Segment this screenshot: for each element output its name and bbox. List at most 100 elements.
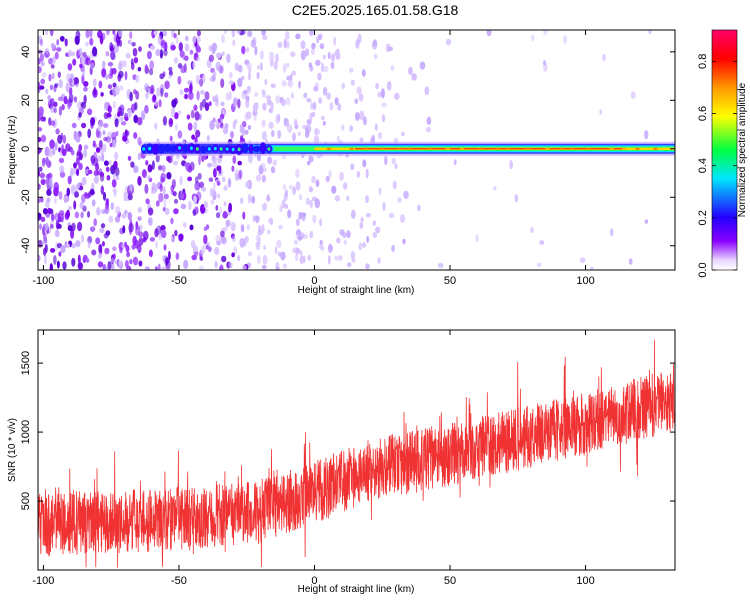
spectrogram-noise-cell (76, 183, 81, 189)
spectrogram-noise-cell (50, 105, 55, 114)
spectrogram-noise-cell (194, 111, 200, 121)
spectrogram-noise-cell (282, 263, 287, 269)
spectrogram-noise-cell (93, 175, 99, 184)
spectrogram-noise-cell (65, 143, 71, 152)
spectrogram-noise-cell (73, 200, 77, 210)
spectrogram-noise-cell (320, 62, 325, 73)
spectrogram-noise-cell (246, 85, 251, 95)
spectrogram-noise-cell (219, 113, 225, 120)
spectrogram-noise-cell (375, 82, 379, 90)
spectrogram-noise-cell (293, 118, 298, 127)
spectrogram-noise-cell (630, 91, 636, 99)
spectrogram-noise-cell (193, 251, 199, 257)
spectrogram-noise-cell (39, 172, 46, 179)
spectrogram-noise-cell (111, 179, 117, 188)
spectrogram-noise-cell (386, 43, 391, 53)
spectrogram-noise-cell (99, 228, 105, 234)
spectrogram-noise-cell (135, 75, 140, 83)
spectrogram-noise-cell (277, 130, 282, 139)
spectrogram-noise-cell (350, 251, 356, 260)
spectrogram-noise-cell (138, 237, 144, 246)
spectrogram-noise-cell (64, 38, 68, 47)
spectrogram-noise-cell (319, 33, 323, 40)
colorbar-tick-label: 0.6 (697, 106, 709, 121)
spectrogram-noise-cell (197, 172, 202, 180)
spectrogram-noise-cell (377, 257, 381, 264)
ridge-blob-core (225, 147, 229, 151)
spectrogram-noise-cell (108, 160, 112, 166)
spectrogram-noise-cell (232, 39, 236, 46)
spectrogram-noise-cell (55, 128, 60, 135)
spectrogram-noise-cell (298, 80, 301, 89)
spectrogram-noise-cell (107, 84, 113, 90)
spectrogram-noise-cell (329, 245, 334, 251)
spectrogram-noise-cell (56, 39, 60, 46)
spectrogram-noise-cell (365, 212, 371, 218)
spectrogram-noise-cell (289, 74, 293, 82)
spectrogram-noise-cell (531, 34, 535, 42)
snr-x-tick-label: 100 (576, 575, 594, 587)
spectrogram-noise-cell (215, 61, 221, 72)
spectrogram-noise-cell (388, 212, 395, 219)
spectrogram-noise-cell (104, 74, 109, 80)
spectrogram-noise-cell (329, 102, 334, 111)
spectrogram-noise-cell (196, 90, 200, 101)
spectrogram-noise-cell (107, 261, 112, 270)
spectrogram-noise-cell (87, 108, 93, 116)
spectrogram-noise-cell (52, 148, 56, 156)
spectrogram-noise-cell (38, 106, 44, 116)
spectrogram-noise-cell (247, 193, 252, 204)
spectrogram-noise-cell (190, 110, 195, 119)
spectrogram-noise-cell (563, 34, 567, 45)
spectrogram-noise-cell (173, 33, 177, 39)
spectrogram-noise-cell (408, 66, 413, 75)
spectrogram-noise-cell (209, 188, 215, 197)
spectrogram-noise-cell (160, 172, 166, 182)
spectrogram-noise-cell (123, 191, 128, 202)
ridge-hotspot (545, 147, 550, 150)
spectrogram-noise-cell (71, 243, 76, 249)
spectrogram-noise-cell (198, 155, 201, 166)
spectrogram-noise-cell (281, 80, 287, 87)
spectrogram-noise-cell (58, 191, 63, 200)
spectrogram-noise-cell (149, 60, 155, 70)
spectrogram-noise-cell (475, 234, 479, 243)
spectrogram-noise-cell (453, 159, 457, 166)
ridge-blob-core (237, 147, 241, 152)
spectrogram-noise-cell (80, 234, 85, 244)
spectrogram-noise-cell (192, 35, 197, 44)
spectrogram-noise-cell (212, 71, 217, 77)
spectrogram-noise-cell (261, 174, 267, 183)
spectrogram-noise-cell (67, 63, 73, 71)
spectrogram-noise-cell (493, 186, 497, 191)
spectrogram-noise-cell (83, 81, 89, 87)
spectrogram-noise-cell (137, 176, 142, 186)
spectrogram-noise-cell (79, 63, 83, 68)
spectrogram-noise-cell (40, 38, 43, 47)
ridge-hotspot (427, 147, 432, 150)
spectrogram-noise-cell (96, 207, 101, 216)
spectrogram-noise-cell (42, 238, 48, 246)
spectrogram-noise-cell (265, 95, 272, 100)
spectrogram-noise-cell (124, 129, 128, 137)
spectrogram-noise-cell (144, 83, 149, 92)
spectrogram-noise-cell (254, 46, 258, 56)
spectrogram-noise-cell (314, 128, 320, 136)
ridge-hotspot (478, 147, 484, 150)
spectrogram-noise-cell (346, 195, 350, 201)
spectrogram-noise-cell (292, 247, 298, 254)
spectrogram-noise-cell (218, 165, 222, 175)
spectrogram-noise-cell (163, 198, 167, 209)
spectrogram-noise-cell (142, 237, 147, 243)
spectrogram-noise-cell (120, 121, 127, 126)
spectrogram-noise-cell (164, 80, 170, 90)
spectrogram-noise-cell (361, 69, 366, 77)
spectrogram-noise-cell (99, 171, 105, 177)
colorbar-frame (711, 29, 738, 271)
spectrogram-noise-cell (147, 175, 151, 181)
snr-x-axis-label: Height of straight line (km) (298, 584, 415, 595)
colorbar-tick-label: 0.4 (697, 158, 709, 173)
spectrogram-noise-cell (335, 52, 341, 60)
spectrogram-noise-cell (102, 143, 107, 153)
spectrogram-noise-cell (349, 67, 354, 73)
